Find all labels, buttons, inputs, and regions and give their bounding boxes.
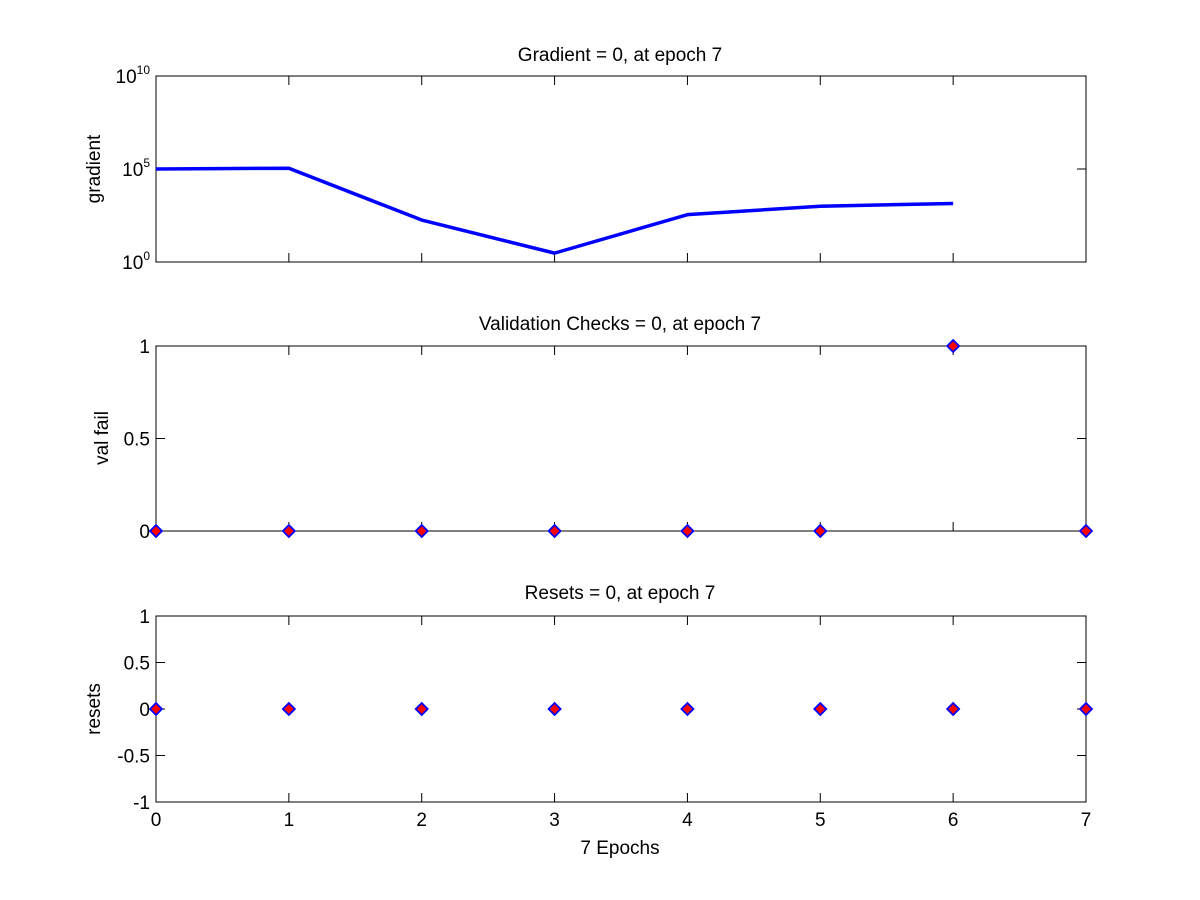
validation-ylabel: val fail (92, 411, 113, 465)
data-point-marker (547, 701, 562, 717)
x-tick-label: 0 (151, 810, 162, 831)
data-point-marker (281, 701, 297, 717)
validation-panel: Validation Checks = 0, at epoch 7 val fa… (92, 314, 1094, 543)
data-point-marker (813, 701, 828, 717)
resets-xlabel: 7 Epochs (580, 838, 659, 859)
y-tick-label: 100 (122, 249, 150, 274)
x-tick-label: 1 (284, 810, 295, 831)
y-tick-exponent: 5 (143, 156, 150, 170)
x-tick-label: 3 (549, 810, 560, 831)
y-tick-label: 1 (139, 337, 150, 358)
data-point-marker (281, 523, 297, 539)
y-tick-label: 0.5 (124, 654, 150, 675)
gradient-line (155, 166, 954, 255)
resets-panel: Resets = 0, at epoch 7 resets 7 Epochs 0… (84, 583, 1094, 859)
x-tick-label: 7 (1081, 810, 1092, 831)
gradient-series (155, 166, 954, 255)
data-point-marker (1078, 523, 1094, 539)
y-tick-label: 0.5 (124, 430, 150, 451)
data-point-marker (813, 523, 828, 539)
data-point-marker (1078, 701, 1094, 717)
data-point-marker (945, 338, 961, 354)
data-point-marker (414, 701, 429, 717)
gradient-title: Gradient = 0, at epoch 7 (518, 45, 722, 66)
validation-axes (155, 345, 1087, 532)
y-tick-label: 0 (139, 700, 150, 721)
x-tick-label: 4 (682, 810, 693, 831)
data-point-marker (547, 523, 562, 539)
resets-axes (155, 615, 1087, 803)
y-tick-exponent: 10 (137, 63, 151, 77)
y-tick-label: 0 (139, 522, 150, 543)
y-tick-exponent: 0 (143, 249, 150, 263)
x-tick-label: 5 (815, 810, 826, 831)
validation-title: Validation Checks = 0, at epoch 7 (479, 314, 761, 335)
y-tick-label: 1010 (116, 63, 151, 88)
gradient-panel: Gradient = 0, at epoch 7 gradient 100105… (84, 45, 1087, 274)
x-tick-label: 6 (948, 810, 959, 831)
resets-title: Resets = 0, at epoch 7 (525, 583, 716, 604)
data-point-marker (680, 523, 695, 539)
data-point-marker (148, 523, 164, 539)
y-tick-label: -1 (133, 793, 150, 814)
resets-series (148, 701, 1094, 717)
data-point-marker (414, 523, 429, 539)
data-point-marker (148, 701, 164, 717)
resets-ticks: 0 1 2 3 4 5 6 7 -1 -0.5 0 0.5 1 (117, 607, 1091, 831)
y-tick-label: -0.5 (117, 747, 150, 768)
data-point-marker (945, 701, 961, 717)
data-point-marker (680, 701, 695, 717)
resets-ylabel: resets (84, 683, 105, 735)
x-tick-label: 2 (416, 810, 427, 831)
validation-series (148, 338, 1094, 539)
y-tick-label: 105 (122, 156, 150, 181)
y-tick-label: 1 (139, 607, 150, 628)
gradient-ylabel: gradient (84, 134, 105, 203)
gradient-axes (155, 75, 1087, 263)
